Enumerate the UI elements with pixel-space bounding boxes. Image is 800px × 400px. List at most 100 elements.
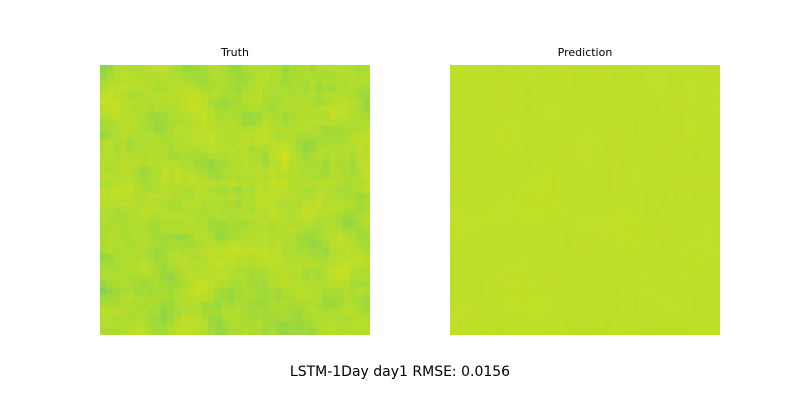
heatmap-cell — [578, 65, 586, 73]
heatmap-cell — [343, 287, 351, 295]
heatmap-cell — [167, 220, 175, 228]
heatmap-cell — [544, 233, 552, 241]
heatmap-cell — [241, 98, 249, 106]
heatmap-cell — [235, 92, 243, 100]
heatmap-cell — [214, 71, 222, 79]
heatmap-cell — [363, 247, 370, 255]
heatmap-cell — [133, 314, 141, 322]
heatmap-cell — [571, 132, 579, 140]
heatmap-cell — [187, 125, 195, 133]
heatmap-cell — [578, 233, 586, 241]
heatmap-cell — [343, 254, 351, 262]
heatmap-cell — [544, 71, 552, 79]
heatmap-cell — [456, 213, 464, 221]
heatmap-cell — [585, 287, 593, 295]
heatmap-cell — [282, 267, 290, 275]
heatmap-cell — [693, 119, 701, 127]
heatmap-cell — [672, 213, 680, 221]
heatmap-cell — [672, 125, 680, 133]
heatmap-cell — [302, 146, 310, 154]
heatmap-cell — [228, 254, 236, 262]
heatmap-cell — [100, 92, 108, 100]
heatmap-cell — [160, 294, 168, 302]
heatmap-cell — [456, 193, 464, 201]
heatmap-cell — [127, 233, 135, 241]
heatmap-cell — [221, 314, 229, 322]
heatmap-cell — [154, 112, 162, 120]
heatmap-cell — [262, 233, 270, 241]
heatmap-cell — [235, 78, 243, 86]
heatmap-cell — [248, 200, 256, 208]
heatmap-cell — [282, 152, 290, 160]
heatmap-cell — [598, 240, 606, 248]
heatmap-cell — [154, 240, 162, 248]
heatmap-cell — [160, 321, 168, 329]
heatmap-cell — [672, 85, 680, 93]
heatmap-cell — [693, 78, 701, 86]
heatmap-cell — [450, 92, 458, 100]
heatmap-cell — [598, 112, 606, 120]
heatmap-cell — [363, 274, 370, 282]
heatmap-cell — [154, 186, 162, 194]
heatmap-cell — [585, 85, 593, 93]
heatmap-cell — [693, 166, 701, 174]
heatmap-cell — [551, 274, 559, 282]
heatmap-cell — [147, 308, 155, 316]
heatmap-cell — [106, 179, 114, 187]
heatmap-cell — [174, 98, 182, 106]
heatmap-cell — [343, 125, 351, 133]
heatmap-cell — [140, 294, 148, 302]
heatmap-cell — [167, 213, 175, 221]
heatmap-cell — [174, 227, 182, 235]
heatmap-cell — [571, 166, 579, 174]
heatmap-cell — [551, 267, 559, 275]
heatmap-cell — [517, 146, 525, 154]
heatmap-cell — [302, 119, 310, 127]
heatmap-cell — [470, 254, 478, 262]
heatmap-cell — [490, 294, 498, 302]
heatmap-cell — [659, 287, 667, 295]
heatmap-cell — [510, 260, 518, 268]
heatmap-cell — [248, 301, 256, 309]
heatmap-cell — [558, 85, 566, 93]
heatmap-cell — [531, 179, 539, 187]
heatmap-cell — [564, 166, 572, 174]
heatmap-cell — [295, 179, 303, 187]
heatmap-cell — [160, 233, 168, 241]
heatmap-cell — [706, 146, 714, 154]
heatmap-cell — [483, 328, 491, 335]
heatmap-cell — [598, 173, 606, 181]
heatmap-cell — [316, 132, 324, 140]
heatmap-cell — [571, 125, 579, 133]
heatmap-cell — [262, 247, 270, 255]
heatmap-cell — [517, 125, 525, 133]
heatmap-cell — [693, 206, 701, 214]
heatmap-cell — [174, 287, 182, 295]
heatmap-cell — [316, 85, 324, 93]
heatmap-cell — [235, 112, 243, 120]
heatmap-cell — [295, 314, 303, 322]
heatmap-cell — [537, 200, 545, 208]
heatmap-cell — [322, 260, 330, 268]
heatmap-cell — [652, 125, 660, 133]
heatmap-cell — [679, 267, 687, 275]
heatmap-cell — [329, 65, 337, 73]
heatmap-cell — [456, 206, 464, 214]
heatmap-cell — [551, 227, 559, 235]
heatmap-cell — [598, 254, 606, 262]
heatmap-cell — [537, 233, 545, 241]
heatmap-cell — [174, 301, 182, 309]
heatmap-cell — [248, 78, 256, 86]
heatmap-cell — [248, 65, 256, 73]
heatmap-cell — [450, 314, 458, 322]
heatmap-cell — [591, 112, 599, 120]
heatmap-cell — [713, 105, 720, 113]
heatmap-cell — [363, 294, 370, 302]
heatmap-cell — [208, 314, 216, 322]
heatmap-cell — [490, 105, 498, 113]
heatmap-cell — [201, 247, 209, 255]
heatmap-cell — [235, 105, 243, 113]
heatmap-cell — [524, 206, 532, 214]
heatmap-cell — [713, 139, 720, 147]
heatmap-cell — [504, 193, 512, 201]
